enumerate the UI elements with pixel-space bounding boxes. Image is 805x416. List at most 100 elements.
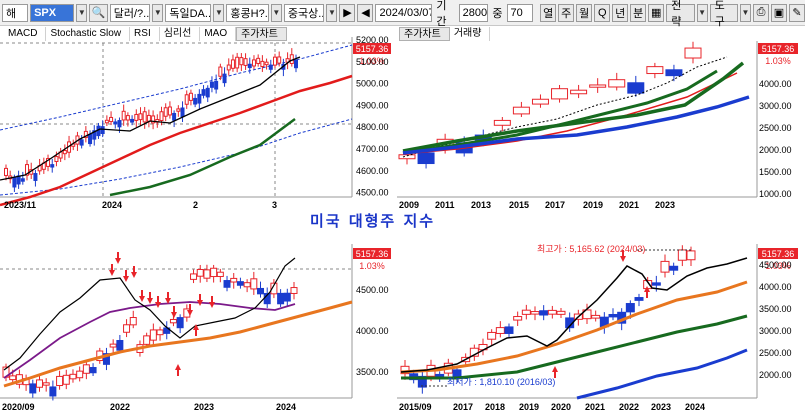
y-tick-label: 4000.00 [759, 282, 792, 292]
candlestick-chart-quarterly[interactable]: 최고가 : 5,165.62 (2024/03) 최저가 : 1,810.10 … [397, 238, 805, 416]
period-minute-button[interactable]: 분 [630, 3, 647, 22]
candle-body [556, 310, 566, 315]
currency-select[interactable]: 달러/?.. [109, 3, 151, 22]
x-tick-label: 2023 [651, 402, 671, 412]
candle-body [100, 126, 105, 135]
candle-body [230, 277, 238, 283]
play-icon[interactable]: ▶ [339, 3, 356, 22]
count-input[interactable]: 70 [506, 3, 533, 22]
x-tick-label: 2015 [509, 200, 529, 210]
save-icon[interactable]: ▣ [770, 3, 787, 22]
candle-body [686, 250, 696, 261]
currency-dropdown-icon[interactable]: ▼ [152, 3, 164, 22]
chart-panel-bottom-left[interactable]: 5157.36 1.03% 4500.00 4000.00 3500.00 2020… [0, 238, 392, 416]
candle-body [210, 267, 218, 278]
candle-body [495, 327, 505, 334]
candle-body [102, 353, 110, 365]
sell-arrow-icon [139, 296, 145, 302]
period-year-button[interactable]: 년 [612, 3, 629, 22]
candle-body [62, 374, 70, 385]
market3-dropdown-icon[interactable]: ▼ [326, 3, 338, 22]
tab-rsi[interactable]: RSI [130, 27, 160, 41]
candle-body [521, 309, 531, 315]
market-dropdown-icon[interactable]: ▼ [213, 3, 225, 22]
buy-arrow-icon [552, 366, 558, 372]
candle-body [54, 156, 59, 163]
candle-body [143, 335, 151, 345]
candle-body [20, 178, 25, 182]
tab-price-chart[interactable]: 주가차트 [236, 27, 287, 41]
y-tick-label: 5200.00 [356, 35, 389, 45]
wrench-icon[interactable]: ✎ [788, 3, 805, 22]
candle-body [591, 314, 601, 319]
candle-body [235, 56, 240, 69]
tab-mao[interactable]: MAO [200, 27, 237, 41]
candle-body [205, 87, 210, 98]
candle-body [677, 249, 687, 261]
price-tag-text-br: 5157.36 [762, 249, 795, 259]
candle-body [512, 106, 530, 115]
period-month-button[interactable]: 월 [576, 3, 593, 22]
mode-select[interactable]: 해 [2, 3, 29, 22]
candle-body [487, 331, 497, 340]
market3-select[interactable]: 중국상.. [283, 3, 325, 22]
candle-body [180, 107, 185, 118]
candle-body [201, 89, 206, 96]
candle-body [218, 66, 223, 77]
candle-body [608, 313, 618, 318]
tools-button[interactable]: 도구 [709, 0, 738, 28]
candle-body [12, 177, 17, 188]
chart-panel-top-right[interactable]: 주가차트 거래량 5157.36 1.03% 4000.00 3000.00 250… [397, 27, 805, 212]
y-tick-label: 1000.00 [759, 189, 792, 199]
candlestick-chart-yearly[interactable]: 5157.36 1.03% 4000.00 3000.00 2500.00 2000.… [397, 27, 805, 212]
symbol-dropdown-icon[interactable]: ▼ [76, 3, 88, 22]
chart-panel-bottom-right[interactable]: 최고가 : 5,165.62 (2024/03) 최저가 : 1,810.10 … [397, 238, 805, 416]
chart-settings-icon[interactable]: ▦ [648, 3, 665, 22]
y-tick-label: 2500.00 [759, 348, 792, 358]
market2-select[interactable]: 홍콩H?.. [226, 3, 269, 22]
x-tick-label: 2023 [655, 200, 675, 210]
tab-macd[interactable]: MACD [4, 27, 47, 41]
candlestick-chart-monthly[interactable]: 5157.36 1.03% 4500.00 4000.00 3500.00 2020… [0, 238, 392, 416]
candle-body [256, 57, 261, 64]
candle-body [130, 118, 135, 123]
candle-body [123, 324, 131, 333]
chart-panel-top-left[interactable]: MACD Stochastic Slow RSI 심리선 MAO 주가차트 51… [0, 27, 392, 212]
candle-body [289, 54, 294, 65]
search-icon[interactable]: 🔍 [89, 3, 108, 22]
period-day-button[interactable]: 열 [540, 3, 557, 22]
candle-body [146, 114, 151, 122]
candle-body [239, 57, 244, 66]
date-input[interactable]: 2024/03/07 [375, 3, 433, 22]
tab-stochastic[interactable]: Stochastic Slow [46, 27, 131, 41]
period-input[interactable]: 2800 [458, 3, 489, 22]
strategy-button[interactable]: 전략 [666, 0, 695, 28]
tools-dropdown-icon[interactable]: ▼ [739, 3, 751, 22]
candle-body [116, 340, 124, 351]
period-quarter-button[interactable]: Q [594, 3, 611, 22]
tab-volume[interactable]: 거래량 [450, 27, 491, 41]
y-tick-label: 4000.00 [356, 326, 389, 336]
prev-icon[interactable]: ◀ [357, 3, 374, 22]
print-icon[interactable]: ⎙ [752, 3, 769, 22]
x-tick-label: 2013 [471, 200, 491, 210]
candle-body [270, 282, 278, 295]
candle-body [294, 59, 298, 69]
symbol-input[interactable]: SPX [30, 3, 75, 22]
tab-price-chart-right[interactable]: 주가차트 [399, 27, 450, 41]
candlestick-chart-daily[interactable]: 5157.36 1.03% 5200.00 5100.00 5000.00 4900.… [0, 27, 392, 212]
candle-body [50, 164, 55, 168]
y-tick-label: 4800.00 [356, 122, 389, 132]
market2-dropdown-icon[interactable]: ▼ [270, 3, 282, 22]
x-tick-label: 2009 [399, 200, 419, 210]
x-tick-label: 2024 [685, 402, 705, 412]
strategy-dropdown-icon[interactable]: ▼ [696, 3, 708, 22]
period-week-button[interactable]: 주 [558, 3, 575, 22]
x-tick-label: 2022 [110, 402, 130, 412]
market-select[interactable]: 독일DA.. [165, 3, 212, 22]
x-tick-label: 2015/09 [399, 402, 432, 412]
candle-body [264, 61, 269, 66]
candle-body [250, 278, 258, 290]
candle-body [109, 116, 114, 123]
tab-psychology[interactable]: 심리선 [160, 27, 201, 41]
